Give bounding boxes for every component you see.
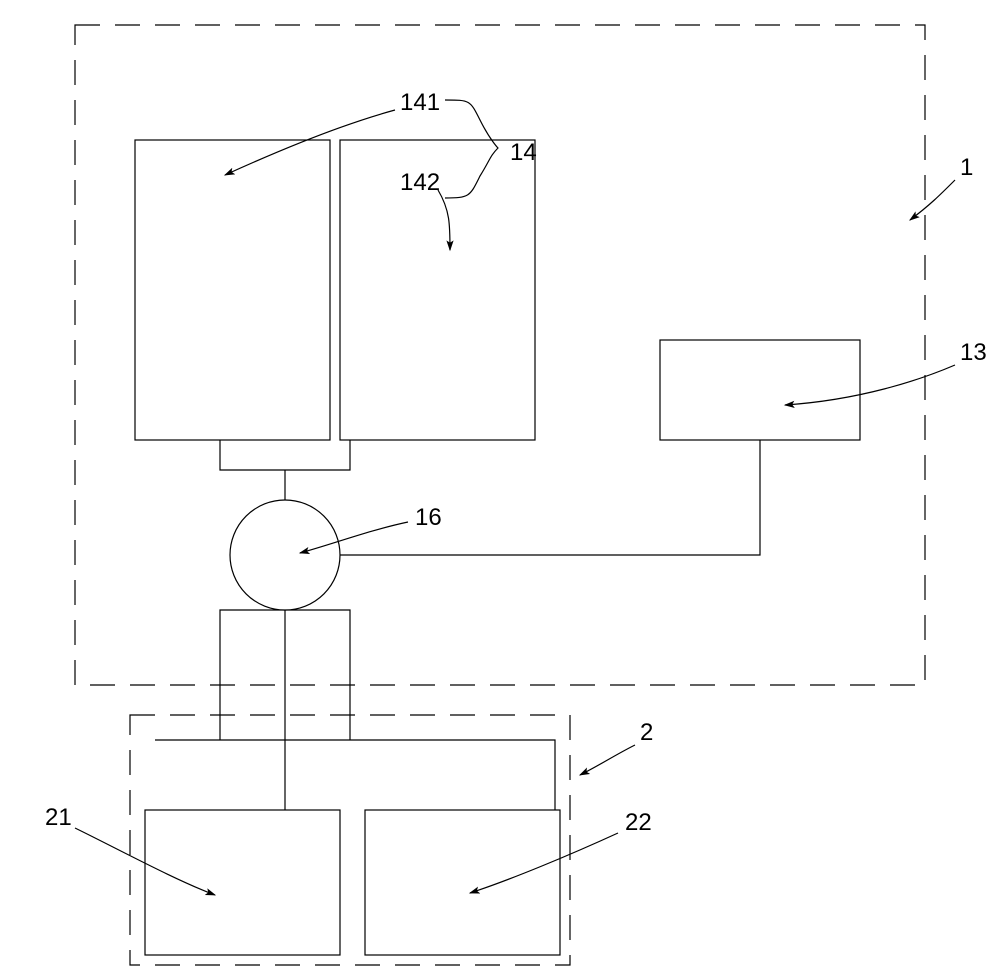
box-box141	[135, 140, 330, 440]
leader-14_brace	[445, 100, 498, 198]
leader-13	[785, 365, 955, 405]
leader-2	[580, 745, 635, 775]
label-22: 22	[625, 809, 652, 836]
label-2: 2	[640, 719, 653, 746]
connector	[155, 740, 555, 810]
box-box2_dashed	[130, 715, 570, 965]
connector	[340, 440, 760, 555]
label-21: 21	[45, 804, 72, 831]
label-1: 1	[960, 154, 973, 181]
box-box22	[365, 810, 560, 955]
label-13: 13	[960, 339, 987, 366]
leader-141	[225, 110, 395, 175]
connector	[220, 440, 350, 470]
leader-1	[910, 180, 955, 220]
leader-22	[470, 833, 618, 893]
block-diagram: 141142141131622122	[0, 0, 1000, 974]
label-142: 142	[400, 169, 440, 196]
label-16: 16	[415, 504, 442, 531]
connectors-group	[155, 440, 760, 810]
node-16-circle	[230, 500, 340, 610]
label-14: 14	[510, 139, 537, 166]
label-141: 141	[400, 89, 440, 116]
labels-group: 141142141131622122	[45, 89, 987, 836]
box-box13	[660, 340, 860, 440]
circle-group	[230, 500, 340, 610]
box-box21	[145, 810, 340, 955]
box-box1_dashed	[75, 25, 925, 685]
leader-lines-group	[75, 100, 955, 895]
boxes-group	[75, 25, 925, 965]
leader-142	[438, 190, 450, 250]
